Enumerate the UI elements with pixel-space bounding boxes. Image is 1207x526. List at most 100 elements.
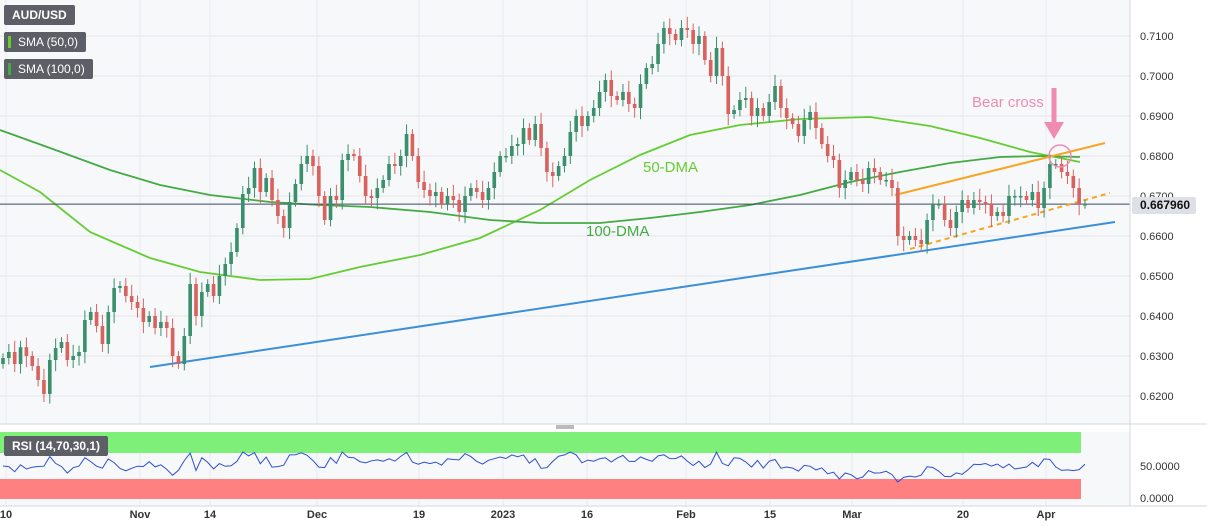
- candle-body: [393, 164, 397, 166]
- candle-body: [977, 200, 982, 202]
- candle-body: [1013, 196, 1017, 198]
- candle-body: [153, 316, 157, 328]
- candle-body: [556, 166, 561, 176]
- candle-body: [492, 172, 497, 188]
- support-trendline: [149, 221, 1116, 368]
- candle-body: [597, 92, 602, 108]
- candle-body: [609, 80, 614, 96]
- candle-body: [913, 236, 918, 240]
- annotations: Bear cross 50-DMA 100-DMA: [586, 88, 1072, 240]
- y-tick-label: 0.6600: [1140, 231, 1174, 243]
- candle-body: [83, 320, 87, 352]
- candle-body: [317, 166, 321, 196]
- candle-body: [545, 148, 549, 172]
- sma50-legend-text: SMA (50,0): [18, 35, 79, 49]
- y-tick-label: 0.6200: [1140, 391, 1174, 403]
- candle-body: [878, 172, 883, 180]
- symbol-label[interactable]: AUD/USD: [4, 5, 75, 25]
- rsi-oversold-zone: [0, 479, 1081, 499]
- candle-body: [112, 288, 116, 312]
- candle-body: [1059, 164, 1064, 172]
- candle-body: [18, 347, 23, 364]
- x-tick-label: 16: [581, 509, 593, 521]
- candle-body: [404, 134, 409, 156]
- candle-body: [1030, 192, 1035, 200]
- candles: [1, 16, 1087, 404]
- rsi-indicator: 50.0000 0.0000: [0, 432, 1180, 505]
- candle-body: [124, 286, 128, 296]
- candle-body: [30, 356, 35, 366]
- candle-body: [176, 356, 181, 364]
- candle-body: [287, 202, 292, 228]
- candle-body: [779, 86, 783, 108]
- x-tick-label: 14: [204, 509, 217, 521]
- candle-body: [205, 284, 210, 292]
- candle-body: [71, 356, 75, 360]
- candle-body: [603, 80, 608, 92]
- dma100-label: 100-DMA: [586, 223, 649, 240]
- candle-body: [738, 100, 742, 110]
- candle-body: [1001, 212, 1005, 216]
- candle-body: [410, 134, 415, 156]
- candle-body: [948, 220, 953, 228]
- current-price-badge: 0.667960: [1132, 197, 1197, 214]
- candle-body: [422, 182, 426, 190]
- candle-body: [843, 180, 848, 188]
- candle-body: [457, 200, 462, 212]
- candle-body: [1053, 164, 1058, 166]
- candle-body: [814, 112, 818, 128]
- candle-body: [697, 36, 701, 44]
- candle-body: [550, 172, 555, 176]
- candle-body: [626, 92, 631, 104]
- x-tick-label: Nov: [130, 509, 152, 521]
- candle-body: [743, 98, 748, 100]
- candle-body: [662, 28, 666, 44]
- candle-body: [784, 108, 789, 118]
- candle-body: [445, 196, 450, 204]
- candle-body: [1, 358, 5, 364]
- candle-body: [469, 188, 473, 196]
- candle-body: [615, 96, 619, 100]
- candle-body: [100, 326, 105, 344]
- candle-body: [808, 112, 812, 120]
- grid: [0, 0, 1130, 506]
- candle-body: [504, 156, 508, 158]
- candle-body: [749, 98, 754, 116]
- x-tick-label: 10: [0, 509, 12, 521]
- candle-body: [53, 348, 58, 360]
- candle-body: [714, 48, 719, 76]
- candle-body: [796, 124, 801, 136]
- rsi-legend-text: RSI (14,70,30,1): [12, 439, 101, 453]
- candle-body: [942, 204, 947, 220]
- sma50-legend[interactable]: SMA (50,0): [4, 32, 87, 52]
- candle-body: [679, 28, 684, 40]
- candle-body: [562, 156, 567, 166]
- candle-body: [650, 64, 655, 68]
- sma100-legend[interactable]: SMA (100,0): [4, 59, 93, 79]
- current-price-text: 0.667960: [1140, 198, 1191, 212]
- candle-body: [802, 120, 807, 136]
- candle-body: [872, 168, 877, 172]
- candle-body: [305, 156, 309, 164]
- candle-body: [574, 116, 578, 132]
- candle-body: [94, 312, 99, 326]
- candle-body: [960, 200, 964, 212]
- candle-body: [1077, 188, 1081, 204]
- candle-body: [369, 196, 374, 198]
- candle-body: [141, 308, 146, 322]
- candle-body: [47, 360, 52, 394]
- candle-body: [1042, 188, 1046, 208]
- y-tick-label: 0.6800: [1140, 151, 1174, 163]
- candle-body: [258, 168, 263, 192]
- rsi-legend[interactable]: RSI (14,70,30,1): [4, 436, 109, 456]
- candle-body: [246, 188, 251, 194]
- candle-body: [884, 180, 888, 182]
- candle-body: [621, 92, 625, 100]
- candle-body: [931, 204, 935, 220]
- candle-body: [539, 124, 543, 148]
- pane-resize-handle[interactable]: [556, 425, 574, 429]
- candle-body: [381, 180, 385, 188]
- sma50-swatch: [8, 36, 11, 48]
- candle-body: [1071, 176, 1076, 188]
